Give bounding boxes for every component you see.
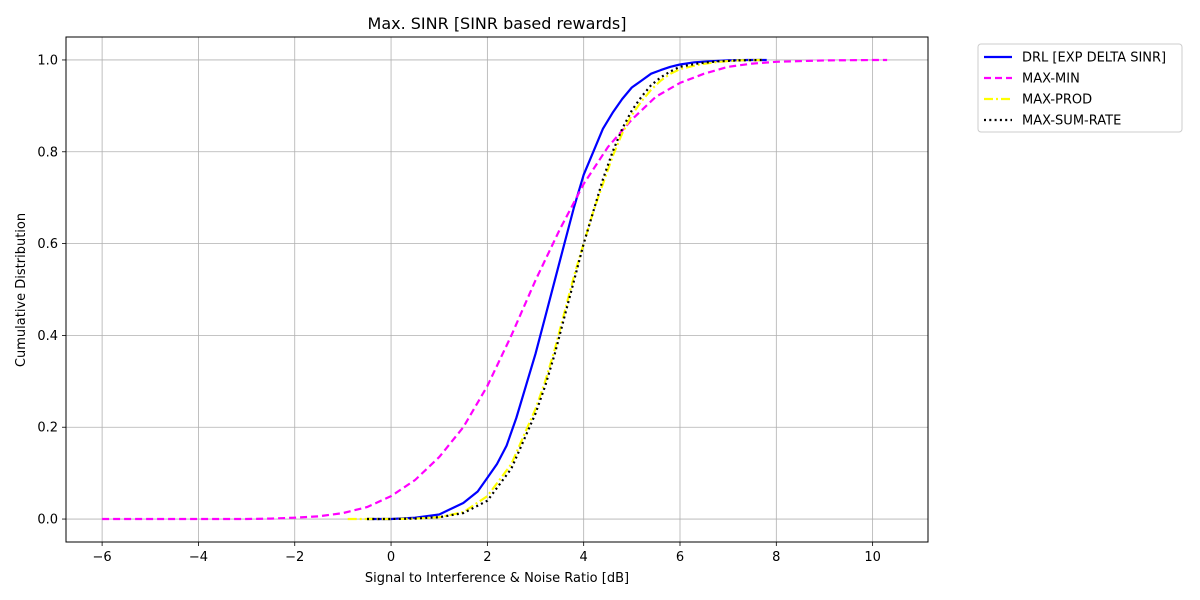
series-line-drl-exp-delta-sinr [367,58,767,521]
x-tick-label: 10 [864,550,881,565]
y-tick-label: 0.2 [37,421,58,436]
y-tick-label: 1.0 [37,53,58,68]
x-tick-label: −6 [93,550,112,565]
legend-label: MAX-SUM-RATE [1022,114,1121,129]
x-tick-label: −4 [189,550,208,565]
y-axis-label: Cumulative Distribution [14,213,29,367]
plot-frame [65,36,929,543]
y-tick-label: 0.8 [37,145,58,160]
y-tick-label: 0.6 [37,237,58,252]
x-tick-label: 6 [676,550,684,565]
y-tick-label: 0.0 [37,513,58,528]
x-tick-label: 8 [772,550,780,565]
y-tick-label: 0.4 [37,329,58,344]
chart-title: Max. SINR [SINR based rewards] [368,14,627,33]
x-tick-label: 2 [483,550,491,565]
x-tick-label: −2 [285,550,304,565]
series-line-max-min [102,58,888,521]
legend-label: MAX-PROD [1022,93,1092,108]
series-line-max-sum-rate [367,58,762,521]
grid [66,37,928,542]
series-line-max-prod [347,58,762,521]
x-tick-label: 0 [387,550,395,565]
axis-ticks: −6 −4 −2 0 2 4 6 8 10 0.0 0.2 0.4 0.6 0.8 1.0 [37,53,881,565]
x-tick-label: 4 [580,550,588,565]
legend-label: DRL [EXP DELTA SINR] [1022,51,1166,66]
series-lines [102,58,888,521]
x-axis-label: Signal to Interference & Noise Ratio [dB… [365,571,629,586]
legend: DRL [EXP DELTA SINR] MAX-MIN MAX-PROD MAX-S… [977,43,1183,133]
legend-label: MAX-MIN [1022,72,1080,87]
legend-box [977,43,1183,133]
